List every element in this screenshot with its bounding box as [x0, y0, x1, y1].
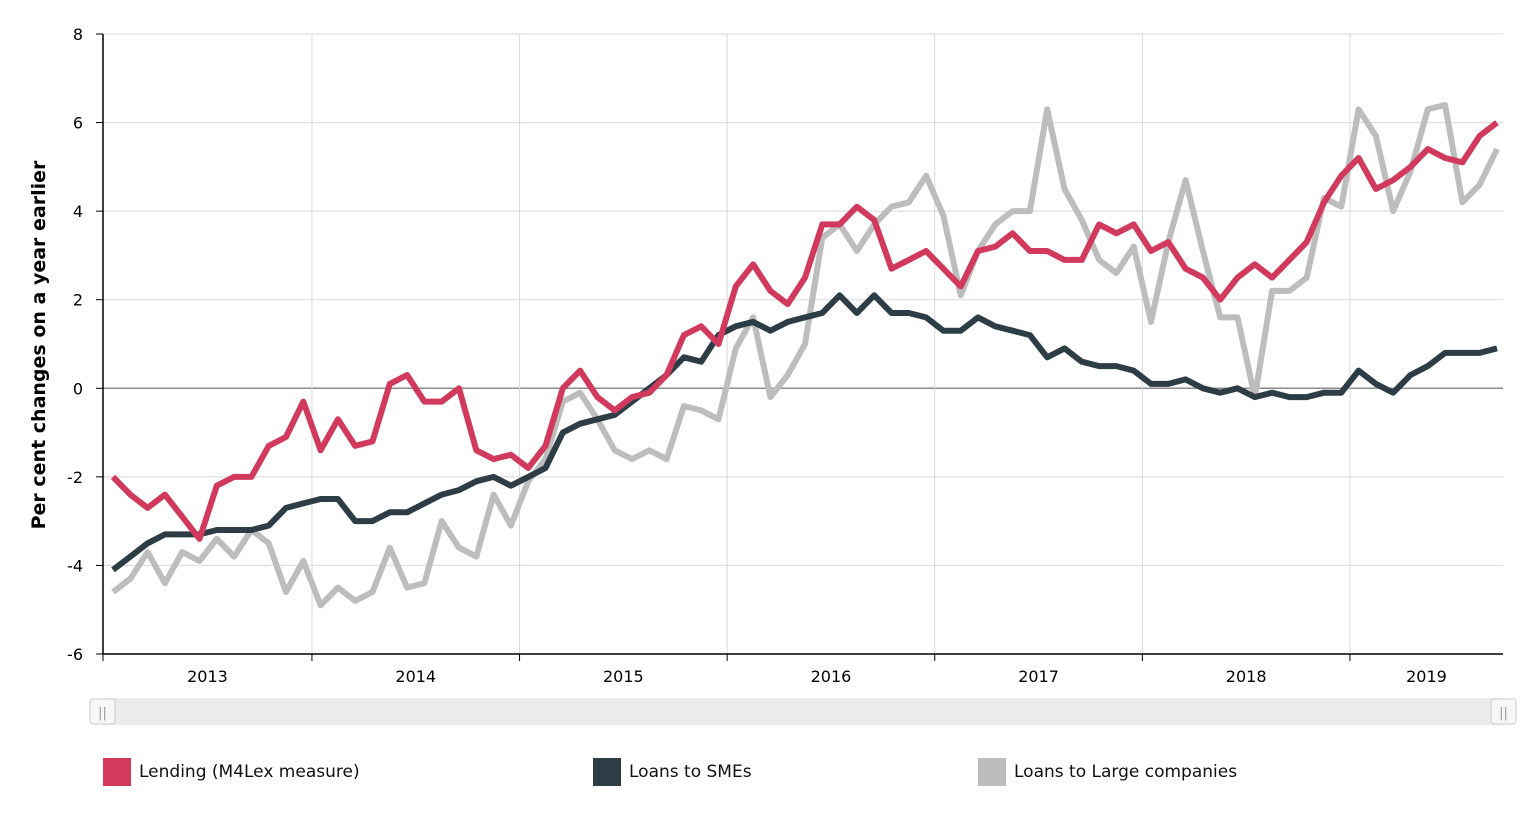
- y-tick-label: 8: [73, 25, 83, 44]
- series-line-loans-to-smes: [111, 292, 1498, 573]
- x-tick-label: 2019: [1406, 667, 1447, 686]
- y-tick-label: -6: [67, 645, 83, 664]
- x-tick-label: 2017: [1018, 667, 1059, 686]
- navigator-track[interactable]: [103, 698, 1504, 725]
- navigator-right-handle-glyph: ||: [1499, 706, 1508, 721]
- range-navigator[interactable]: || ||: [89, 698, 1517, 725]
- y-tick-label: 4: [73, 202, 83, 221]
- y-tick-label: 6: [73, 114, 83, 133]
- y-tick-label: 0: [73, 379, 83, 398]
- navigator-left-handle[interactable]: ||: [89, 698, 116, 725]
- series-lines: [110, 101, 1500, 609]
- y-tick-label: -2: [67, 468, 83, 487]
- legend-label-smes: Loans to SMEs: [629, 762, 752, 782]
- x-tick-label: 2014: [395, 667, 436, 686]
- y-tick-label: 2: [73, 291, 83, 310]
- x-tick-label: 2013: [187, 667, 228, 686]
- y-axis-title: Per cent changes on a year earlier: [28, 160, 50, 529]
- legend-swatch-large-companies: [978, 758, 1006, 786]
- navigator-left-handle-glyph: ||: [98, 706, 107, 721]
- legend: Lending (M4Lex measure) Loans to SMEs Lo…: [0, 758, 1536, 788]
- x-tick-label: 2015: [603, 667, 644, 686]
- x-tick-label: 2016: [811, 667, 852, 686]
- legend-swatch-lending: [103, 758, 131, 786]
- axes: -6 -4 -2 0 2 4 6 8 2013 2014 2015 2016 2017 2018 2019: [67, 25, 1503, 686]
- legend-item-large-companies[interactable]: Loans to Large companies: [978, 758, 1237, 786]
- navigator-right-handle[interactable]: ||: [1490, 698, 1517, 725]
- series-line-loans-to-large-companies: [111, 101, 1500, 609]
- legend-label-lending: Lending (M4Lex measure): [139, 762, 360, 782]
- legend-label-large-companies: Loans to Large companies: [1014, 762, 1238, 782]
- x-tick-label: 2018: [1226, 667, 1267, 686]
- legend-swatch-smes: [593, 758, 621, 786]
- legend-item-lending[interactable]: Lending (M4Lex measure): [103, 758, 360, 786]
- legend-item-smes[interactable]: Loans to SMEs: [593, 758, 752, 786]
- series-line-lending-m4lex-measure: [110, 120, 1499, 542]
- grid: [103, 33, 1503, 655]
- y-tick-label: -4: [67, 556, 83, 575]
